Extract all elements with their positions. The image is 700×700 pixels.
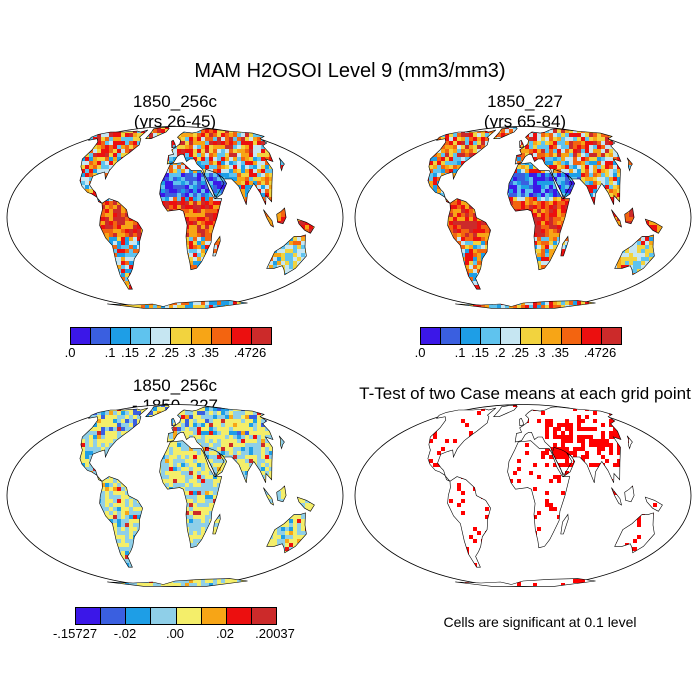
colorbar-swatch xyxy=(171,328,192,344)
colorbar-label: .00 xyxy=(165,626,185,641)
panel-4-title: T-Test of two Case means at each grid po… xyxy=(359,384,691,403)
colorbar-label: .2 xyxy=(494,345,506,360)
colorbar-label: .3 xyxy=(184,345,196,360)
colorbar-swatch xyxy=(71,328,92,344)
panel-1-title: 1850_256c (yrs 26-45) xyxy=(75,92,275,132)
colorbar-swatch xyxy=(101,608,127,624)
colorbar-swatch xyxy=(191,328,212,344)
colorbar-swatch xyxy=(91,328,112,344)
colorbar-label: -.15727 xyxy=(52,626,98,641)
coastlines xyxy=(79,126,315,309)
colorbar-swatch xyxy=(541,328,562,344)
colorbar-swatch xyxy=(201,608,227,624)
colorbar-swatch xyxy=(421,328,442,344)
panel-1-title-line2: (yrs 26-45) xyxy=(133,112,217,131)
coastlines xyxy=(427,126,663,309)
colorbar-swatch xyxy=(131,328,152,344)
colorbar-panel-1-labels: .0 .1 .15 .2 .25 .3 .35 .4726 xyxy=(65,345,270,361)
colorbar-swatch xyxy=(211,328,232,344)
colorbar-swatch xyxy=(76,608,102,624)
panel-2-title: 1850_227 (yrs 65-84) xyxy=(425,92,625,132)
colorbar-label: .02 xyxy=(215,626,235,641)
colorbar-label: -.02 xyxy=(113,626,137,641)
colorbar-label: .1 xyxy=(454,345,466,360)
colorbar-swatch xyxy=(151,328,172,344)
colorbar-swatch xyxy=(226,608,252,624)
colorbar-label: .15 xyxy=(470,345,490,360)
colorbar-label: .2 xyxy=(144,345,156,360)
colorbar-swatch xyxy=(521,328,542,344)
figure-title: MAM H2OSOI Level 9 (mm3/mm3) xyxy=(194,60,506,82)
colorbar-swatch xyxy=(126,608,152,624)
colorbar-label: .20037 xyxy=(255,626,295,641)
colorbar-label: .25 xyxy=(160,345,180,360)
colorbar-label: .1 xyxy=(104,345,116,360)
coastlines xyxy=(79,404,315,587)
colorbar-label: .35 xyxy=(550,345,570,360)
colorbar-swatch xyxy=(561,328,582,344)
coastlines xyxy=(427,404,663,587)
colorbar-panel-2 xyxy=(420,327,622,345)
map-panel-3 xyxy=(6,404,344,587)
colorbar-panel-3 xyxy=(75,607,277,625)
colorbar-swatch xyxy=(501,328,522,344)
colorbar-swatch xyxy=(581,328,602,344)
colorbar-label: .0 xyxy=(64,345,76,360)
colorbar-label: .35 xyxy=(200,345,220,360)
colorbar-swatch xyxy=(231,328,252,344)
colorbar-label: .3 xyxy=(534,345,546,360)
map-panel-4 xyxy=(354,404,692,587)
colorbar-swatch xyxy=(441,328,462,344)
colorbar-label: .15 xyxy=(120,345,140,360)
panel-2-title-line2: (yrs 65-84) xyxy=(483,112,567,131)
colorbar-swatch xyxy=(251,608,276,624)
colorbar-swatch xyxy=(176,608,202,624)
colorbar-swatch xyxy=(111,328,132,344)
map-panel-1 xyxy=(6,126,344,309)
colorbar-label: .4726 xyxy=(583,345,617,360)
colorbar-label: .4726 xyxy=(233,345,267,360)
panel-2-title-line1: 1850_227 xyxy=(487,92,563,111)
colorbar-swatch xyxy=(251,328,271,344)
colorbar-swatch xyxy=(151,608,177,624)
colorbar-swatch xyxy=(601,328,621,344)
colorbar-swatch xyxy=(461,328,482,344)
colorbar-panel-1 xyxy=(70,327,272,345)
map-panel-2 xyxy=(354,126,692,309)
significance-note: Cells are significant at 0.1 level xyxy=(443,614,637,630)
colorbar-swatch xyxy=(481,328,502,344)
panel-3-title-line1: 1850_256c xyxy=(132,376,218,395)
colorbar-label: .25 xyxy=(510,345,530,360)
colorbar-label: .0 xyxy=(414,345,426,360)
colorbar-panel-3-labels: -.15727 -.02 .00 .02 .20037 xyxy=(53,626,295,642)
colorbar-panel-2-labels: .0 .1 .15 .2 .25 .3 .35 .4726 xyxy=(415,345,620,361)
panel-1-title-line1: 1850_256c xyxy=(132,92,218,111)
